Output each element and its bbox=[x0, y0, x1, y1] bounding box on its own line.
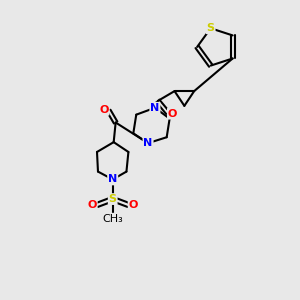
Text: CH₃: CH₃ bbox=[102, 214, 123, 224]
Text: O: O bbox=[129, 200, 138, 210]
Text: N: N bbox=[150, 103, 160, 113]
Text: O: O bbox=[99, 105, 109, 115]
Text: N: N bbox=[108, 174, 117, 184]
Text: S: S bbox=[207, 23, 215, 33]
Text: O: O bbox=[168, 109, 177, 119]
Text: N: N bbox=[143, 138, 153, 148]
Text: S: S bbox=[109, 194, 117, 204]
Text: O: O bbox=[87, 200, 97, 210]
